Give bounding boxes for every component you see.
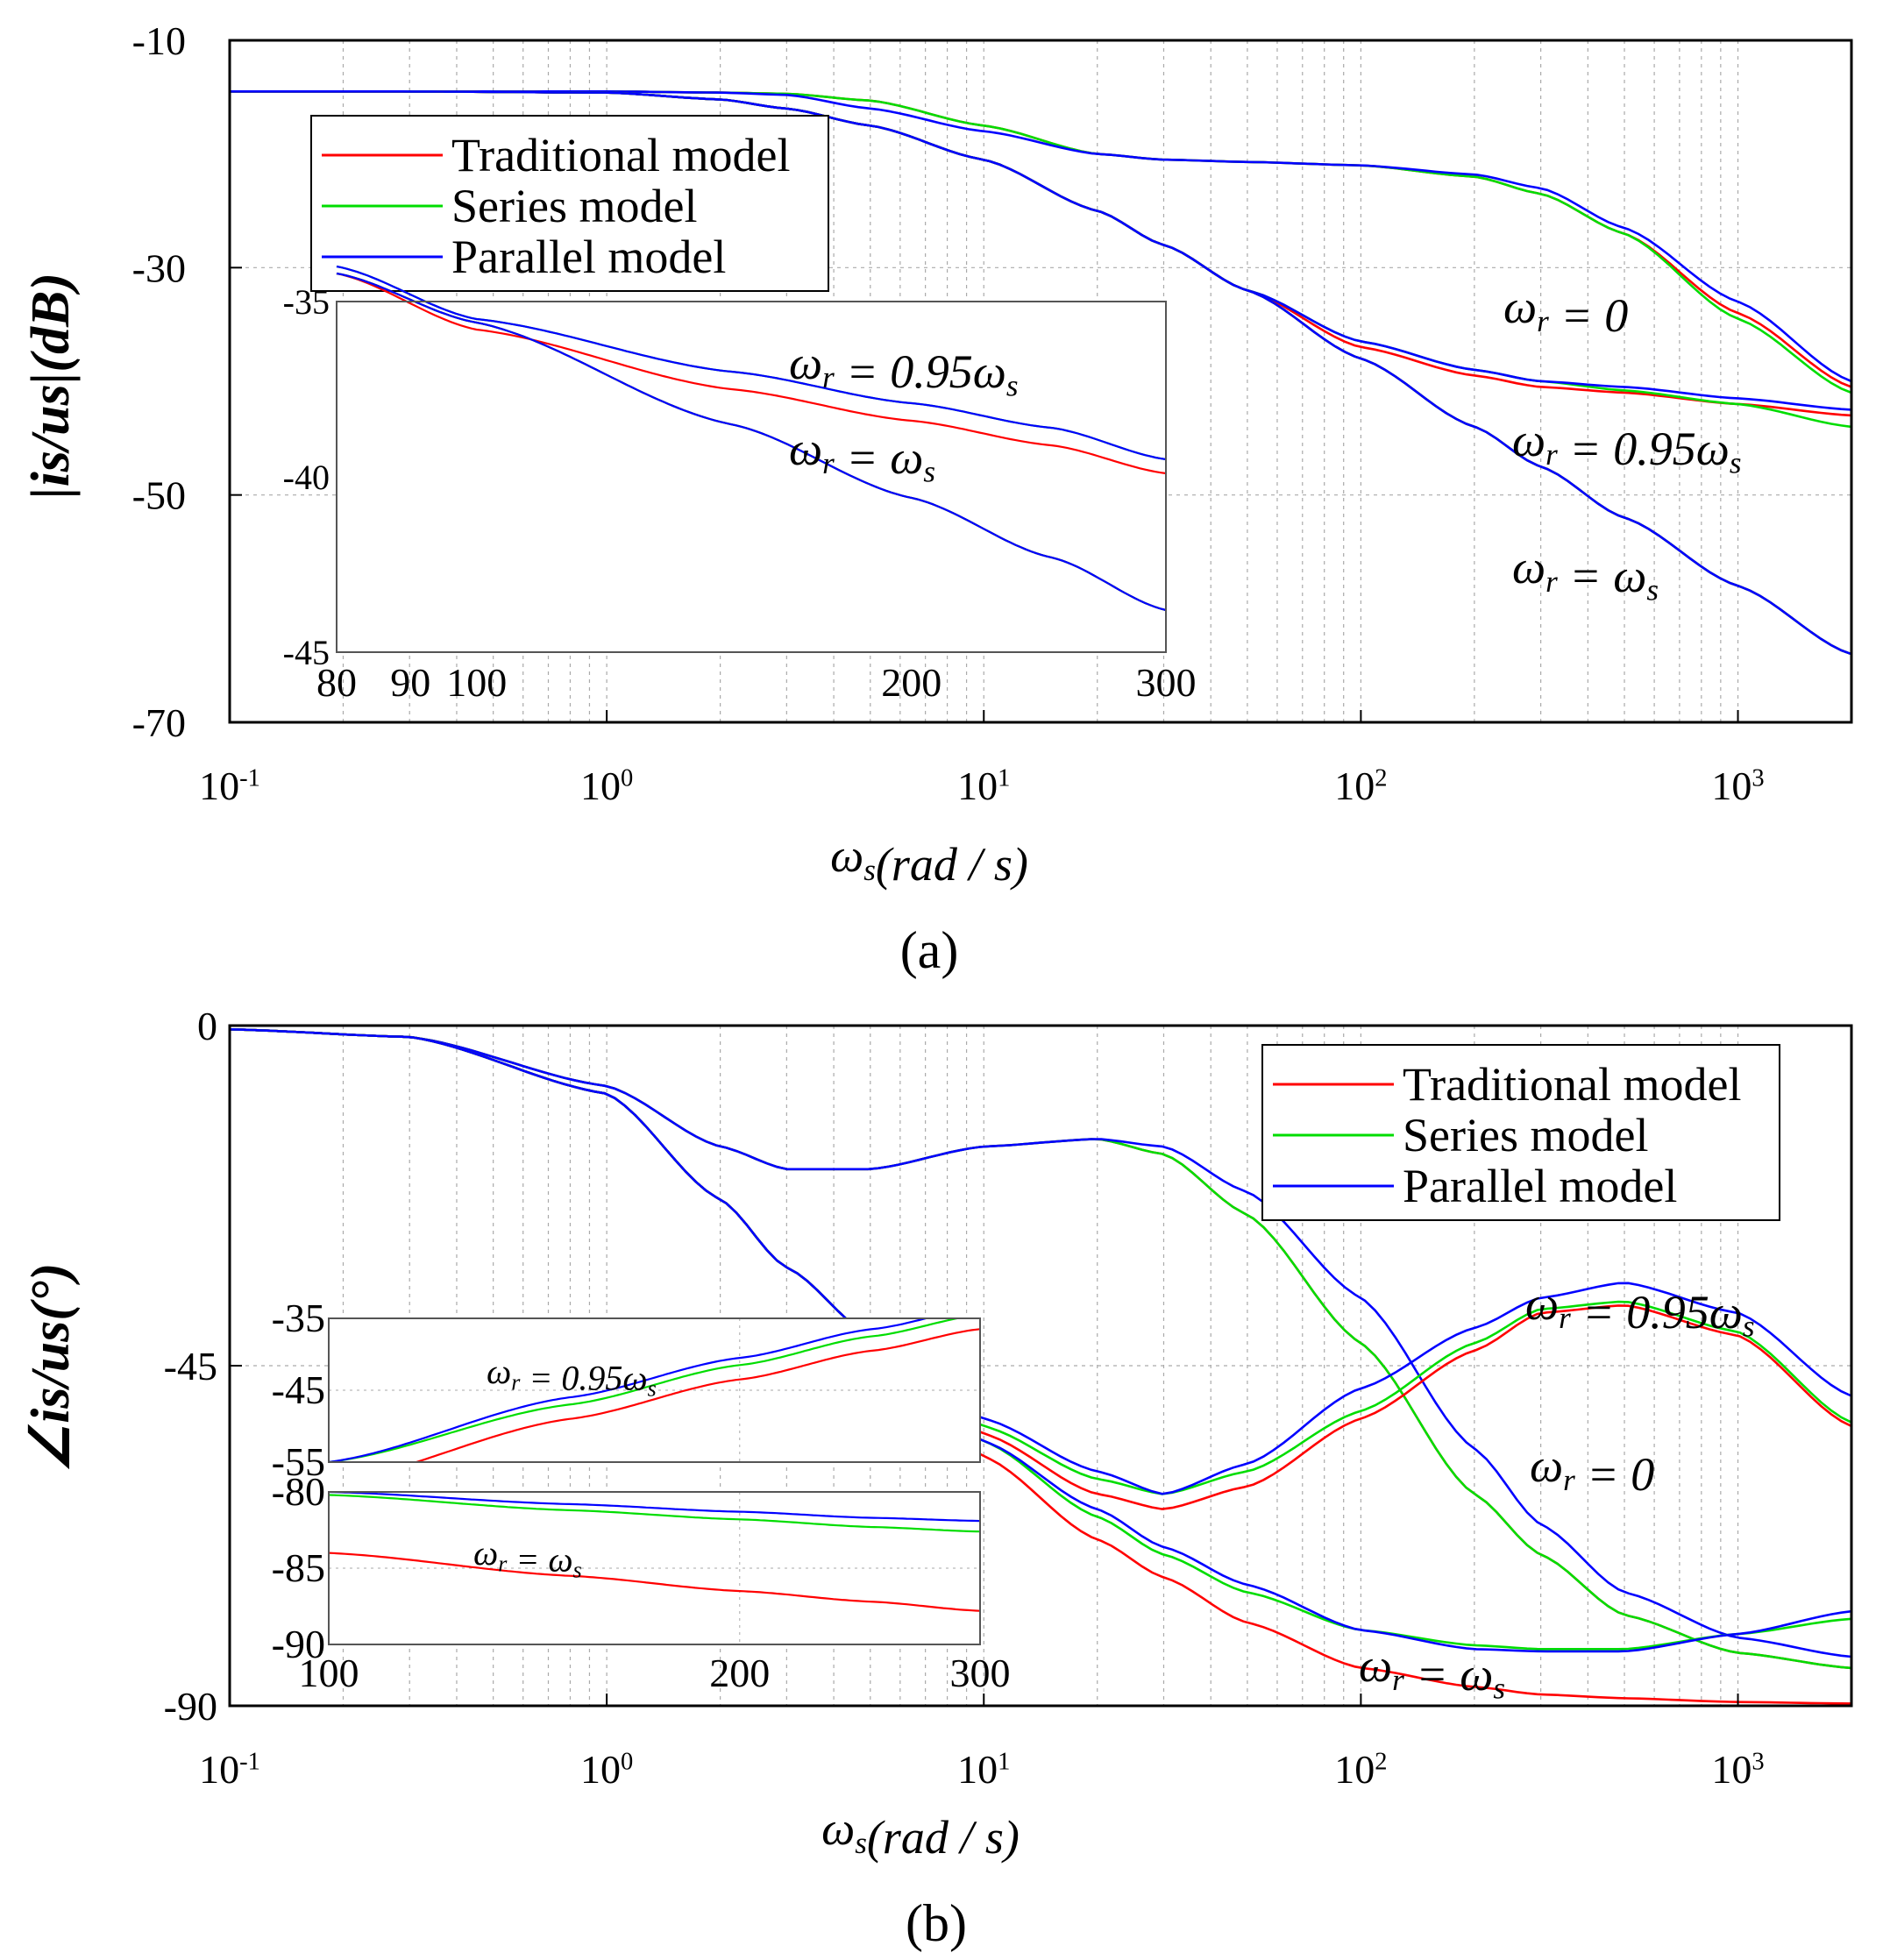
chart-a-annotation: ωr = ωs bbox=[1512, 541, 1659, 607]
chart-b-inset-annotation: ωr = 0.95ωs bbox=[487, 1352, 657, 1402]
chart-b-inset0-traditional-model bbox=[413, 1328, 980, 1462]
chart-b-legend-entry: Series model bbox=[1403, 1109, 1648, 1161]
chart-a-xtick-label: 10-1 bbox=[199, 763, 260, 808]
chart-b-xtick-label: 103 bbox=[1711, 1747, 1764, 1792]
chart-b-inset-xtick-label: 300 bbox=[950, 1651, 1011, 1695]
chart-a-inset-curve1-parallel-model bbox=[336, 272, 1167, 612]
chart-a-inset-annotation: ωr = ωs bbox=[789, 423, 935, 489]
chart-a-ytick-label: -10 bbox=[132, 18, 186, 63]
chart-b-inset-ytick-label: -90 bbox=[272, 1622, 325, 1666]
chart-b-panel-label: (b) bbox=[906, 1894, 967, 1952]
chart-b-xlabel: ωs(rad / s) bbox=[821, 1802, 1020, 1864]
chart-b-annotation: ωr = ωs bbox=[1359, 1639, 1505, 1706]
chart-a-frame bbox=[228, 39, 1853, 724]
chart-a-inset-ytick-label: -45 bbox=[283, 633, 330, 672]
chart-a-inset-curve0-traditional-model bbox=[336, 272, 1167, 475]
chart-b-inset0-series-model bbox=[329, 1318, 963, 1462]
chart-b-annotation: ωr = 0 bbox=[1530, 1439, 1654, 1501]
chart-b-legend-box bbox=[1261, 1044, 1780, 1221]
chart-b-inset1-traditional-model bbox=[329, 1552, 980, 1612]
chart-b-xtick-label: 102 bbox=[1334, 1747, 1387, 1792]
chart-b: 0 -45 -90 10-1 100 101 102 103 Traditional model… bbox=[21, 1004, 1853, 1952]
chart-a-inset-xtick-label: 80 bbox=[316, 660, 357, 705]
chart-a-inset-xtick-label: 90 bbox=[390, 660, 430, 705]
chart-b-inset-xtick-label: 200 bbox=[709, 1651, 770, 1695]
chart-b-legend-entry: Parallel model bbox=[1403, 1160, 1677, 1212]
chart-b-legend-entry: Traditional model bbox=[1403, 1058, 1742, 1111]
chart-b-inset-ytick-label: -55 bbox=[272, 1439, 325, 1484]
chart-a: -10 -30 -50 -70 10-1 100 101 102 103 Traditional … bbox=[21, 18, 1853, 979]
chart-b-ytick-label: -90 bbox=[164, 1684, 217, 1729]
chart-b-inset-frame bbox=[328, 1491, 981, 1645]
chart-a-inset-ytick-label: -35 bbox=[283, 282, 330, 322]
chart-b-inset-annotation: ωr = ωs bbox=[473, 1533, 582, 1583]
chart-b-inset-xtick-label: 100 bbox=[299, 1651, 359, 1695]
chart-b-inset-ytick-label: -80 bbox=[272, 1469, 325, 1514]
chart-a-xtick-label: 103 bbox=[1711, 763, 1764, 808]
chart-a-inset-annotation: ωr = 0.95ωs bbox=[789, 337, 1019, 403]
chart-a-xlabel: ωs(rad / s) bbox=[830, 829, 1028, 891]
chart-b-ytick-label: -45 bbox=[164, 1344, 217, 1388]
chart-b-inset-curves bbox=[329, 1318, 980, 1462]
chart-a-xtick-label: 101 bbox=[957, 763, 1010, 808]
chart-a-ytick-label: -70 bbox=[132, 700, 186, 745]
chart-a-legend-entry: Traditional model bbox=[451, 129, 791, 181]
chart-a-legend-entry: Series model bbox=[451, 180, 697, 232]
chart-a-xtick-label: 100 bbox=[580, 763, 633, 808]
chart-a-inset-frame bbox=[336, 301, 1167, 653]
chart-b-inset-ytick-label: -85 bbox=[272, 1545, 325, 1590]
chart-b-inset-bg bbox=[329, 1318, 980, 1462]
chart-b-inset0-parallel-model bbox=[329, 1318, 930, 1462]
chart-b-inset-curves bbox=[329, 1492, 980, 1612]
chart-a-ytick-label: -30 bbox=[132, 245, 186, 290]
chart-a-legend-entry: Parallel model bbox=[451, 231, 726, 283]
chart-a-inset-xtick-label: 300 bbox=[1136, 660, 1197, 705]
chart-a-legend-box bbox=[310, 115, 829, 292]
chart-b-inset1-parallel-model bbox=[329, 1492, 980, 1523]
chart-a-inset-curve0-parallel-model bbox=[336, 265, 1167, 461]
chart-a-ytick-label: -50 bbox=[132, 473, 186, 518]
chart-b-inset-ytick-label: -45 bbox=[272, 1367, 325, 1412]
chart-b-ylabel: ∠is/us(°) bbox=[21, 1263, 81, 1473]
chart-b-xtick-label: 100 bbox=[580, 1747, 633, 1792]
chart-a-curve2-parallel-model bbox=[230, 90, 1852, 656]
chart-b-curve2-parallel-model bbox=[229, 1028, 1852, 1653]
chart-b-inset-ytick-label: -35 bbox=[272, 1296, 325, 1340]
chart-a-xtick-label: 102 bbox=[1334, 763, 1387, 808]
chart-a-annotation: ωr = 0 bbox=[1503, 281, 1628, 342]
chart-b-inset1-series-model bbox=[329, 1494, 980, 1533]
chart-a-inset-ytick-label: -40 bbox=[283, 458, 330, 497]
chart-a-inset-xtick-label: 100 bbox=[446, 660, 507, 705]
chart-a-panel-label: (a) bbox=[900, 921, 959, 979]
chart-b-ytick-label: 0 bbox=[197, 1004, 217, 1048]
chart-a-inset-bg bbox=[337, 302, 1166, 652]
chart-a-annotation: ωr = 0.95ωs bbox=[1512, 414, 1742, 480]
chart-b-curve0-parallel-model bbox=[229, 1028, 1852, 1658]
chart-b-inset-frame bbox=[328, 1317, 981, 1463]
chart-b-xtick-label: 10-1 bbox=[199, 1747, 260, 1792]
chart-b-xtick-label: 101 bbox=[957, 1747, 1010, 1792]
chart-a-inset-xtick-label: 200 bbox=[881, 660, 942, 705]
chart-b-annotation: ωr = 0.95ωs bbox=[1525, 1277, 1755, 1344]
chart-a-ylabel: |is/us|(dB) bbox=[21, 273, 81, 499]
chart-b-inset-0: -35 -45 -55 ωr = 0.95ωs bbox=[272, 1296, 981, 1484]
